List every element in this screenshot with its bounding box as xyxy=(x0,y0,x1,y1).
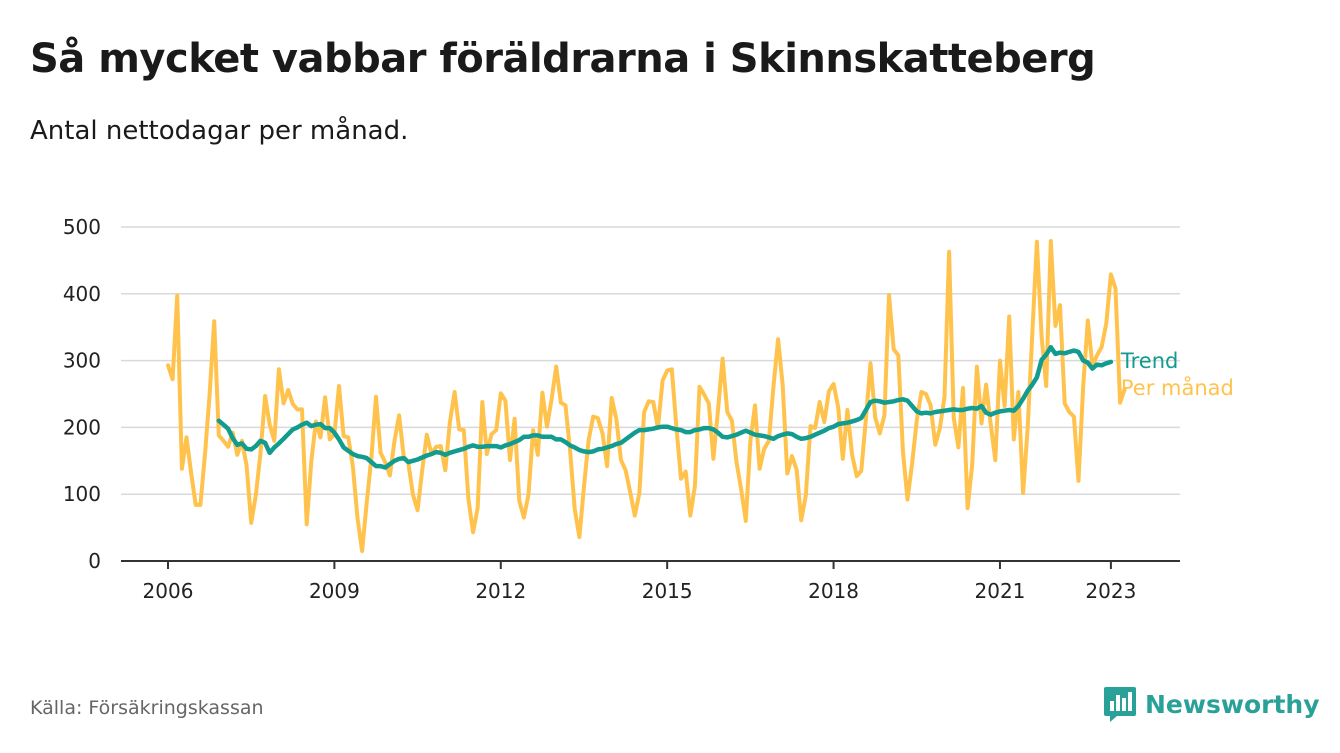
newsworthy-logo-icon xyxy=(1104,687,1136,722)
line-chart: 0 100 200 300 400 500 2006 2009 2012 2015 2018 202… xyxy=(63,215,1234,603)
chart-subtitle: Antal nettodagar per månad. xyxy=(30,116,409,146)
series-line-trend xyxy=(216,344,1114,470)
x-tick-label-2009: 2009 xyxy=(309,579,360,603)
gridlines xyxy=(121,226,1180,495)
x-tick-label-2006: 2006 xyxy=(143,579,194,603)
y-tick-label-100: 100 xyxy=(63,482,101,506)
series-label-trend: Trend xyxy=(1120,349,1178,373)
y-tick-label-200: 200 xyxy=(63,415,101,439)
series-line-per-manad xyxy=(166,239,1127,553)
y-tick-label-300: 300 xyxy=(63,349,101,373)
x-tick-label-2012: 2012 xyxy=(475,579,526,603)
y-axis-ticks: 0 100 200 300 400 500 xyxy=(63,215,101,573)
x-tick-label-2018: 2018 xyxy=(808,579,859,603)
series-label-per-manad: Per månad xyxy=(1121,375,1234,400)
x-tick-label-2023: 2023 xyxy=(1085,579,1136,603)
y-tick-label-400: 400 xyxy=(63,282,101,306)
y-tick-label-500: 500 xyxy=(63,215,101,239)
brand-name: Newsworthy xyxy=(1145,689,1320,719)
source-note: Källa: Försäkringskassan xyxy=(30,697,264,719)
chart-title: Så mycket vabbar föräldrarna i Skinnskat… xyxy=(30,36,1096,82)
brand[interactable]: Newsworthy xyxy=(1103,684,1320,724)
x-tick-label-2015: 2015 xyxy=(642,579,693,603)
y-tick-label-0: 0 xyxy=(88,549,101,573)
x-tick-label-2021: 2021 xyxy=(975,579,1026,603)
series-lines xyxy=(166,239,1127,553)
x-axis: 2006 2009 2012 2015 2018 2021 2023 xyxy=(121,560,1180,603)
